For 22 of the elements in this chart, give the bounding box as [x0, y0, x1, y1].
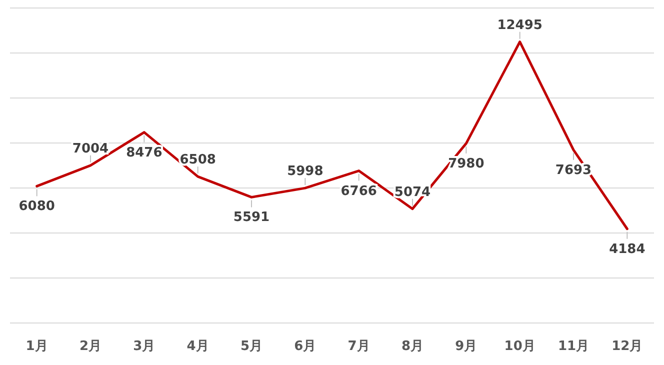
data-label: 4184: [609, 242, 646, 257]
x-tick-label: 3月: [133, 339, 156, 354]
x-tick-label: 4月: [186, 339, 209, 354]
x-tick-label: 2月: [79, 339, 102, 354]
x-tick-label: 8月: [401, 339, 424, 354]
x-tick-label: 9月: [455, 339, 478, 354]
x-tick-label: 1月: [26, 339, 48, 354]
x-tick-label: 10月: [504, 339, 536, 354]
data-label: 12495: [497, 18, 542, 33]
x-tick-label: 5月: [240, 339, 263, 354]
x-tick-label: 7月: [348, 339, 370, 354]
data-label: 5591: [233, 210, 270, 226]
data-label: 7980: [448, 156, 484, 172]
data-label: 8476: [126, 145, 162, 160]
data-label: 6080: [18, 199, 55, 214]
x-tick-label: 6月: [294, 339, 316, 354]
data-label: 6766: [340, 184, 377, 199]
x-tick-label: 12月: [612, 339, 643, 354]
data-label: 7004: [72, 141, 109, 156]
x-tick-label: 11月: [558, 339, 590, 354]
data-label: 5998: [287, 164, 324, 180]
data-label: 6508: [180, 152, 216, 168]
